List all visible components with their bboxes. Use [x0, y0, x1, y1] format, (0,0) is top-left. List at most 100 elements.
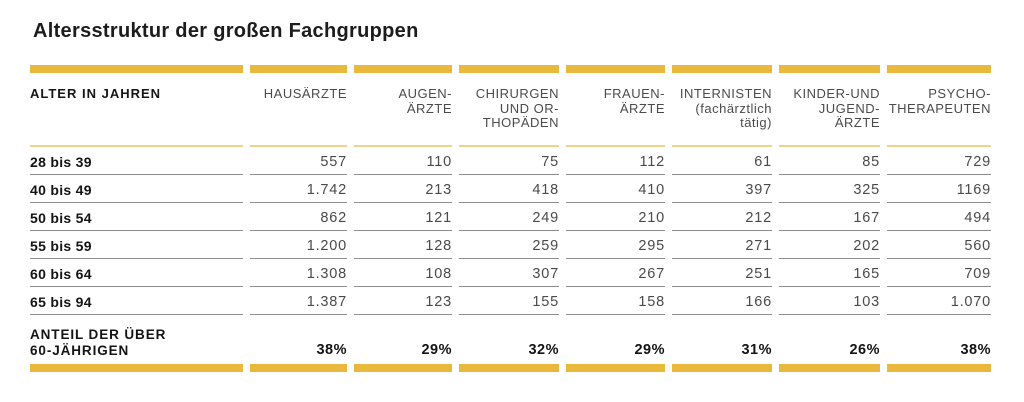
cell: 75 — [459, 147, 559, 175]
gold-bar — [672, 65, 772, 73]
cell: 560 — [887, 231, 991, 259]
cell: 121 — [354, 203, 452, 231]
cell: 251 — [672, 259, 772, 287]
gold-bar — [354, 364, 452, 372]
cell: 729 — [887, 147, 991, 175]
cell: 212 — [672, 203, 772, 231]
column-header-chirurgen-orthopaeden: CHIRURGEN UND OR- THOPÄDEN — [475, 86, 559, 130]
gold-bar — [566, 65, 665, 73]
column-header-hausaerzte: HAUSÄRZTE — [263, 86, 347, 101]
table-row: 55 bis 59 1.200 128 259 295 271 202 560 — [30, 231, 991, 259]
cell: 202 — [779, 231, 880, 259]
footer-label: ANTEIL DER ÜBER 60-JÄHRIGEN — [30, 327, 167, 358]
cell: 267 — [566, 259, 665, 287]
gold-bar — [250, 364, 347, 372]
thin-separator-row — [30, 145, 991, 147]
cell: 167 — [779, 203, 880, 231]
row-label: 50 bis 54 — [30, 203, 243, 231]
footer-percentage: 32% — [528, 342, 559, 358]
cell: 1.070 — [887, 287, 991, 315]
page-title: Altersstruktur der großen Fachgruppen — [33, 20, 419, 42]
gold-bar — [566, 364, 665, 372]
thin-gold-line — [354, 145, 452, 147]
cell: 709 — [887, 259, 991, 287]
cell: 112 — [566, 147, 665, 175]
cell: 213 — [354, 175, 452, 203]
gold-bar — [887, 65, 991, 73]
cell: 155 — [459, 287, 559, 315]
cell: 166 — [672, 287, 772, 315]
cell: 1169 — [887, 175, 991, 203]
gold-bar — [354, 65, 452, 73]
footer-percentage: 38% — [316, 342, 347, 358]
cell: 108 — [354, 259, 452, 287]
column-header-frauenaerzte: FRAUEN- ÄRZTE — [603, 86, 665, 116]
header-row: ALTER IN JAHREN HAUSÄRZTE AUGEN- ÄRZTE C… — [30, 86, 991, 145]
column-header-alter-in-jahren: ALTER IN JAHREN — [30, 86, 162, 101]
cell: 325 — [779, 175, 880, 203]
column-header-augenaerzte: AUGEN- ÄRZTE — [398, 86, 452, 116]
column-header-psychotherapeuten: PSYCHO- THERAPEUTEN — [888, 86, 991, 116]
thin-gold-line — [250, 145, 347, 147]
row-label: 40 bis 49 — [30, 175, 243, 203]
footer-percentage: 29% — [421, 342, 452, 358]
cell: 1.387 — [250, 287, 347, 315]
cell: 397 — [672, 175, 772, 203]
cell: 862 — [250, 203, 347, 231]
bottom-bar-row — [30, 364, 991, 372]
cell: 61 — [672, 147, 772, 175]
cell: 557 — [250, 147, 347, 175]
table-row: 50 bis 54 862 121 249 210 212 167 494 — [30, 203, 991, 231]
table-row: 28 bis 39 557 110 75 112 61 85 729 — [30, 147, 991, 175]
table-row: 40 bis 49 1.742 213 418 410 397 325 1169 — [30, 175, 991, 203]
gold-bar — [779, 65, 880, 73]
cell: 307 — [459, 259, 559, 287]
thin-gold-line — [779, 145, 880, 147]
thin-gold-line — [566, 145, 665, 147]
gold-bar — [30, 364, 243, 372]
cell: 259 — [459, 231, 559, 259]
table-row: 65 bis 94 1.387 123 155 158 166 103 1.07… — [30, 287, 991, 315]
cell: 418 — [459, 175, 559, 203]
cell: 249 — [459, 203, 559, 231]
footer-percentage: 29% — [634, 342, 665, 358]
top-bar-row — [30, 65, 991, 73]
cell: 295 — [566, 231, 665, 259]
cell: 1.200 — [250, 231, 347, 259]
gold-bar — [459, 364, 559, 372]
cell: 494 — [887, 203, 991, 231]
age-structure-table: ALTER IN JAHREN HAUSÄRZTE AUGEN- ÄRZTE C… — [30, 65, 991, 372]
gold-bar — [30, 65, 243, 73]
cell: 1.742 — [250, 175, 347, 203]
cell: 410 — [566, 175, 665, 203]
gold-bar — [672, 364, 772, 372]
cell: 271 — [672, 231, 772, 259]
gold-bar — [459, 65, 559, 73]
thin-gold-line — [459, 145, 559, 147]
column-header-internisten: INTERNISTEN (fachärztlich tätig) — [679, 86, 772, 130]
footer-percentage: 31% — [741, 342, 772, 358]
row-label: 28 bis 39 — [30, 147, 243, 175]
row-label: 60 bis 64 — [30, 259, 243, 287]
cell: 103 — [779, 287, 880, 315]
row-label: 65 bis 94 — [30, 287, 243, 315]
footer-percentage: 38% — [960, 342, 991, 358]
cell: 123 — [354, 287, 452, 315]
cell: 210 — [566, 203, 665, 231]
cell: 128 — [354, 231, 452, 259]
cell: 158 — [566, 287, 665, 315]
thin-gold-line — [887, 145, 991, 147]
row-label: 55 bis 59 — [30, 231, 243, 259]
gold-bar — [887, 364, 991, 372]
footer-row: ANTEIL DER ÜBER 60-JÄHRIGEN 38% 29% 32% … — [30, 315, 991, 364]
table-row: 60 bis 64 1.308 108 307 267 251 165 709 — [30, 259, 991, 287]
footer-percentage: 26% — [849, 342, 880, 358]
gold-bar — [250, 65, 347, 73]
cell: 110 — [354, 147, 452, 175]
gold-bar — [779, 364, 880, 372]
cell: 85 — [779, 147, 880, 175]
column-header-kinder-jugendaerzte: KINDER-UND JUGEND- ÄRZTE — [793, 86, 880, 130]
thin-gold-line — [672, 145, 772, 147]
cell: 165 — [779, 259, 880, 287]
